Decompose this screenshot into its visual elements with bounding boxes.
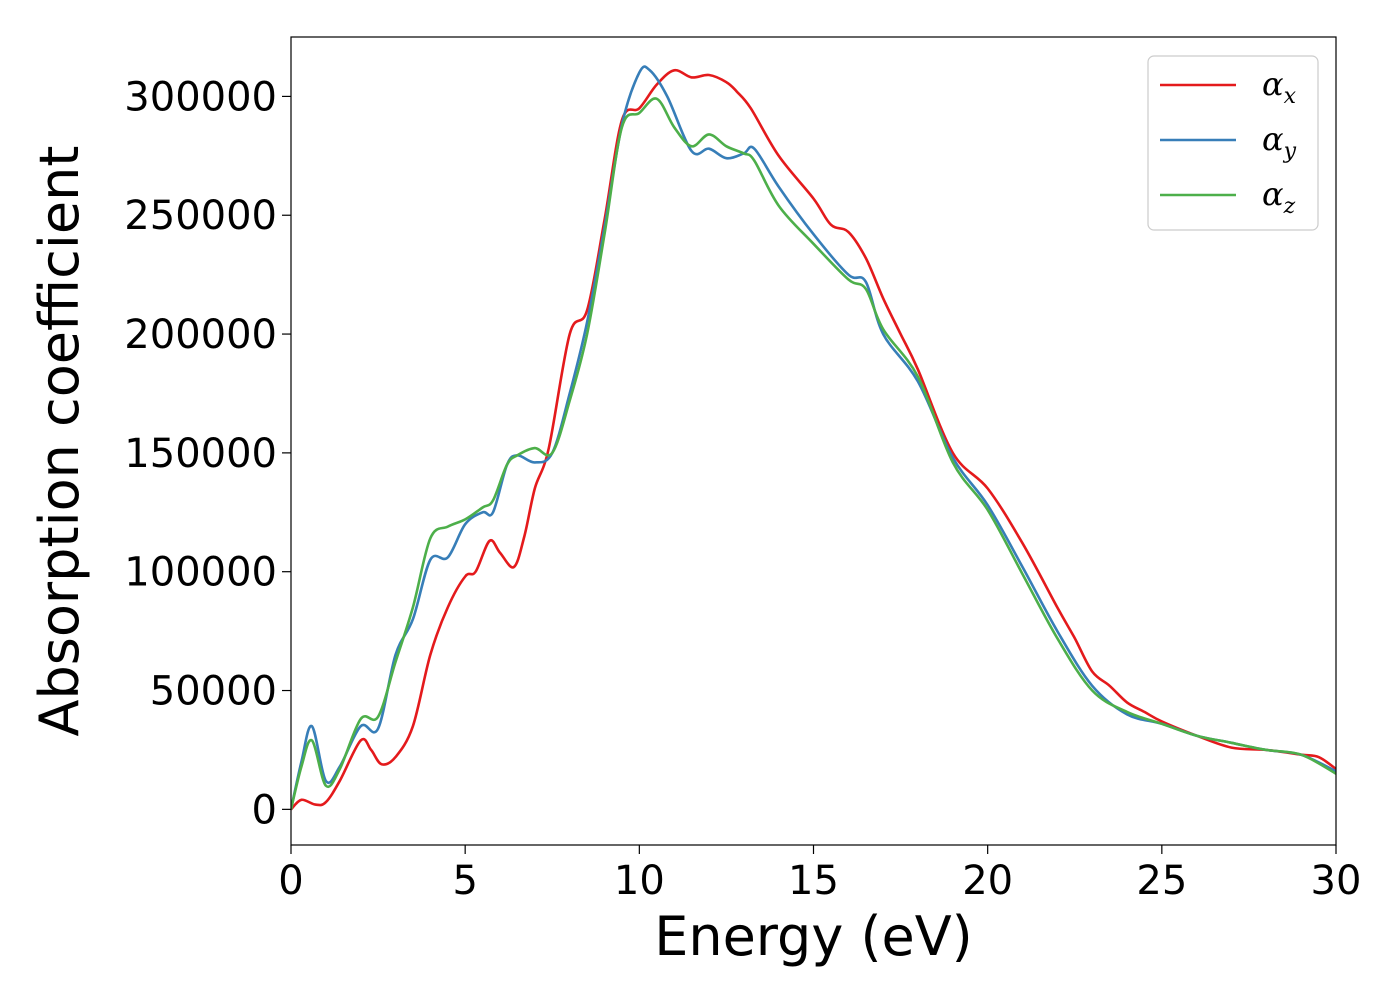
- y-tick-label: 250000: [124, 193, 277, 239]
- x-tick-label: 5: [452, 858, 477, 904]
- y-tick-label: 150000: [124, 431, 277, 477]
- legend-box: [1147, 55, 1319, 231]
- series-line-z: [291, 97, 1336, 810]
- x-tick-label: 15: [788, 858, 839, 904]
- x-tick-label: 0: [278, 858, 303, 904]
- series-line-x: [291, 68, 1336, 811]
- x-axis-label: Energy (eV): [654, 905, 973, 968]
- y-tick-label: 0: [252, 787, 277, 833]
- x-tick-label: 25: [1136, 858, 1187, 904]
- y-tick-label: 100000: [124, 550, 277, 596]
- series-layer: [291, 65, 1336, 811]
- x-tick-label: 30: [1311, 858, 1362, 904]
- series-line-y: [291, 65, 1336, 810]
- y-tick-label: 50000: [150, 669, 277, 715]
- y-axis-label: Absorption coefficient: [28, 146, 91, 737]
- y-tick-label: 300000: [124, 74, 277, 120]
- x-tick-label: 10: [614, 858, 665, 904]
- x-axis-ticks: 0 5 10 15 20 25 30: [278, 845, 1361, 904]
- x-tick-label: 20: [962, 858, 1013, 904]
- y-axis-ticks: 0 50000 100000 150000 200000 250000 300000: [124, 74, 291, 833]
- y-tick-label: 200000: [124, 312, 277, 358]
